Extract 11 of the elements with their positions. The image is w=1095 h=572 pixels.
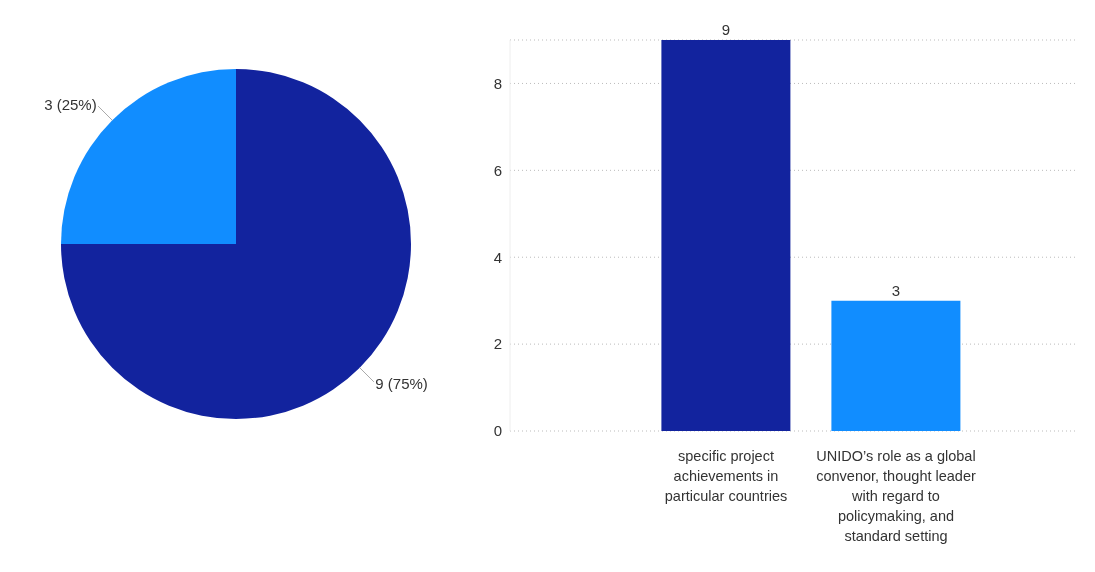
y-tick-label: 4 — [493, 248, 502, 266]
y-tick-label: 2 — [493, 335, 502, 353]
y-tick-label: 8 — [493, 74, 502, 92]
y-tick-label: 0 — [493, 422, 502, 440]
x-tick-label: specific project achievements in particular countries — [664, 448, 788, 505]
x-tick-label: UNIDO’s role as a global convenor, thought leader with regard to policymaking, and standard setting — [816, 448, 976, 545]
y-tick-label: 6 — [493, 161, 502, 179]
data-label: 3 — [891, 281, 901, 299]
data-label: 9 — [721, 21, 731, 38]
data-label: 3 (25%) — [44, 96, 97, 114]
data-label: 9 (75%) — [375, 374, 428, 392]
